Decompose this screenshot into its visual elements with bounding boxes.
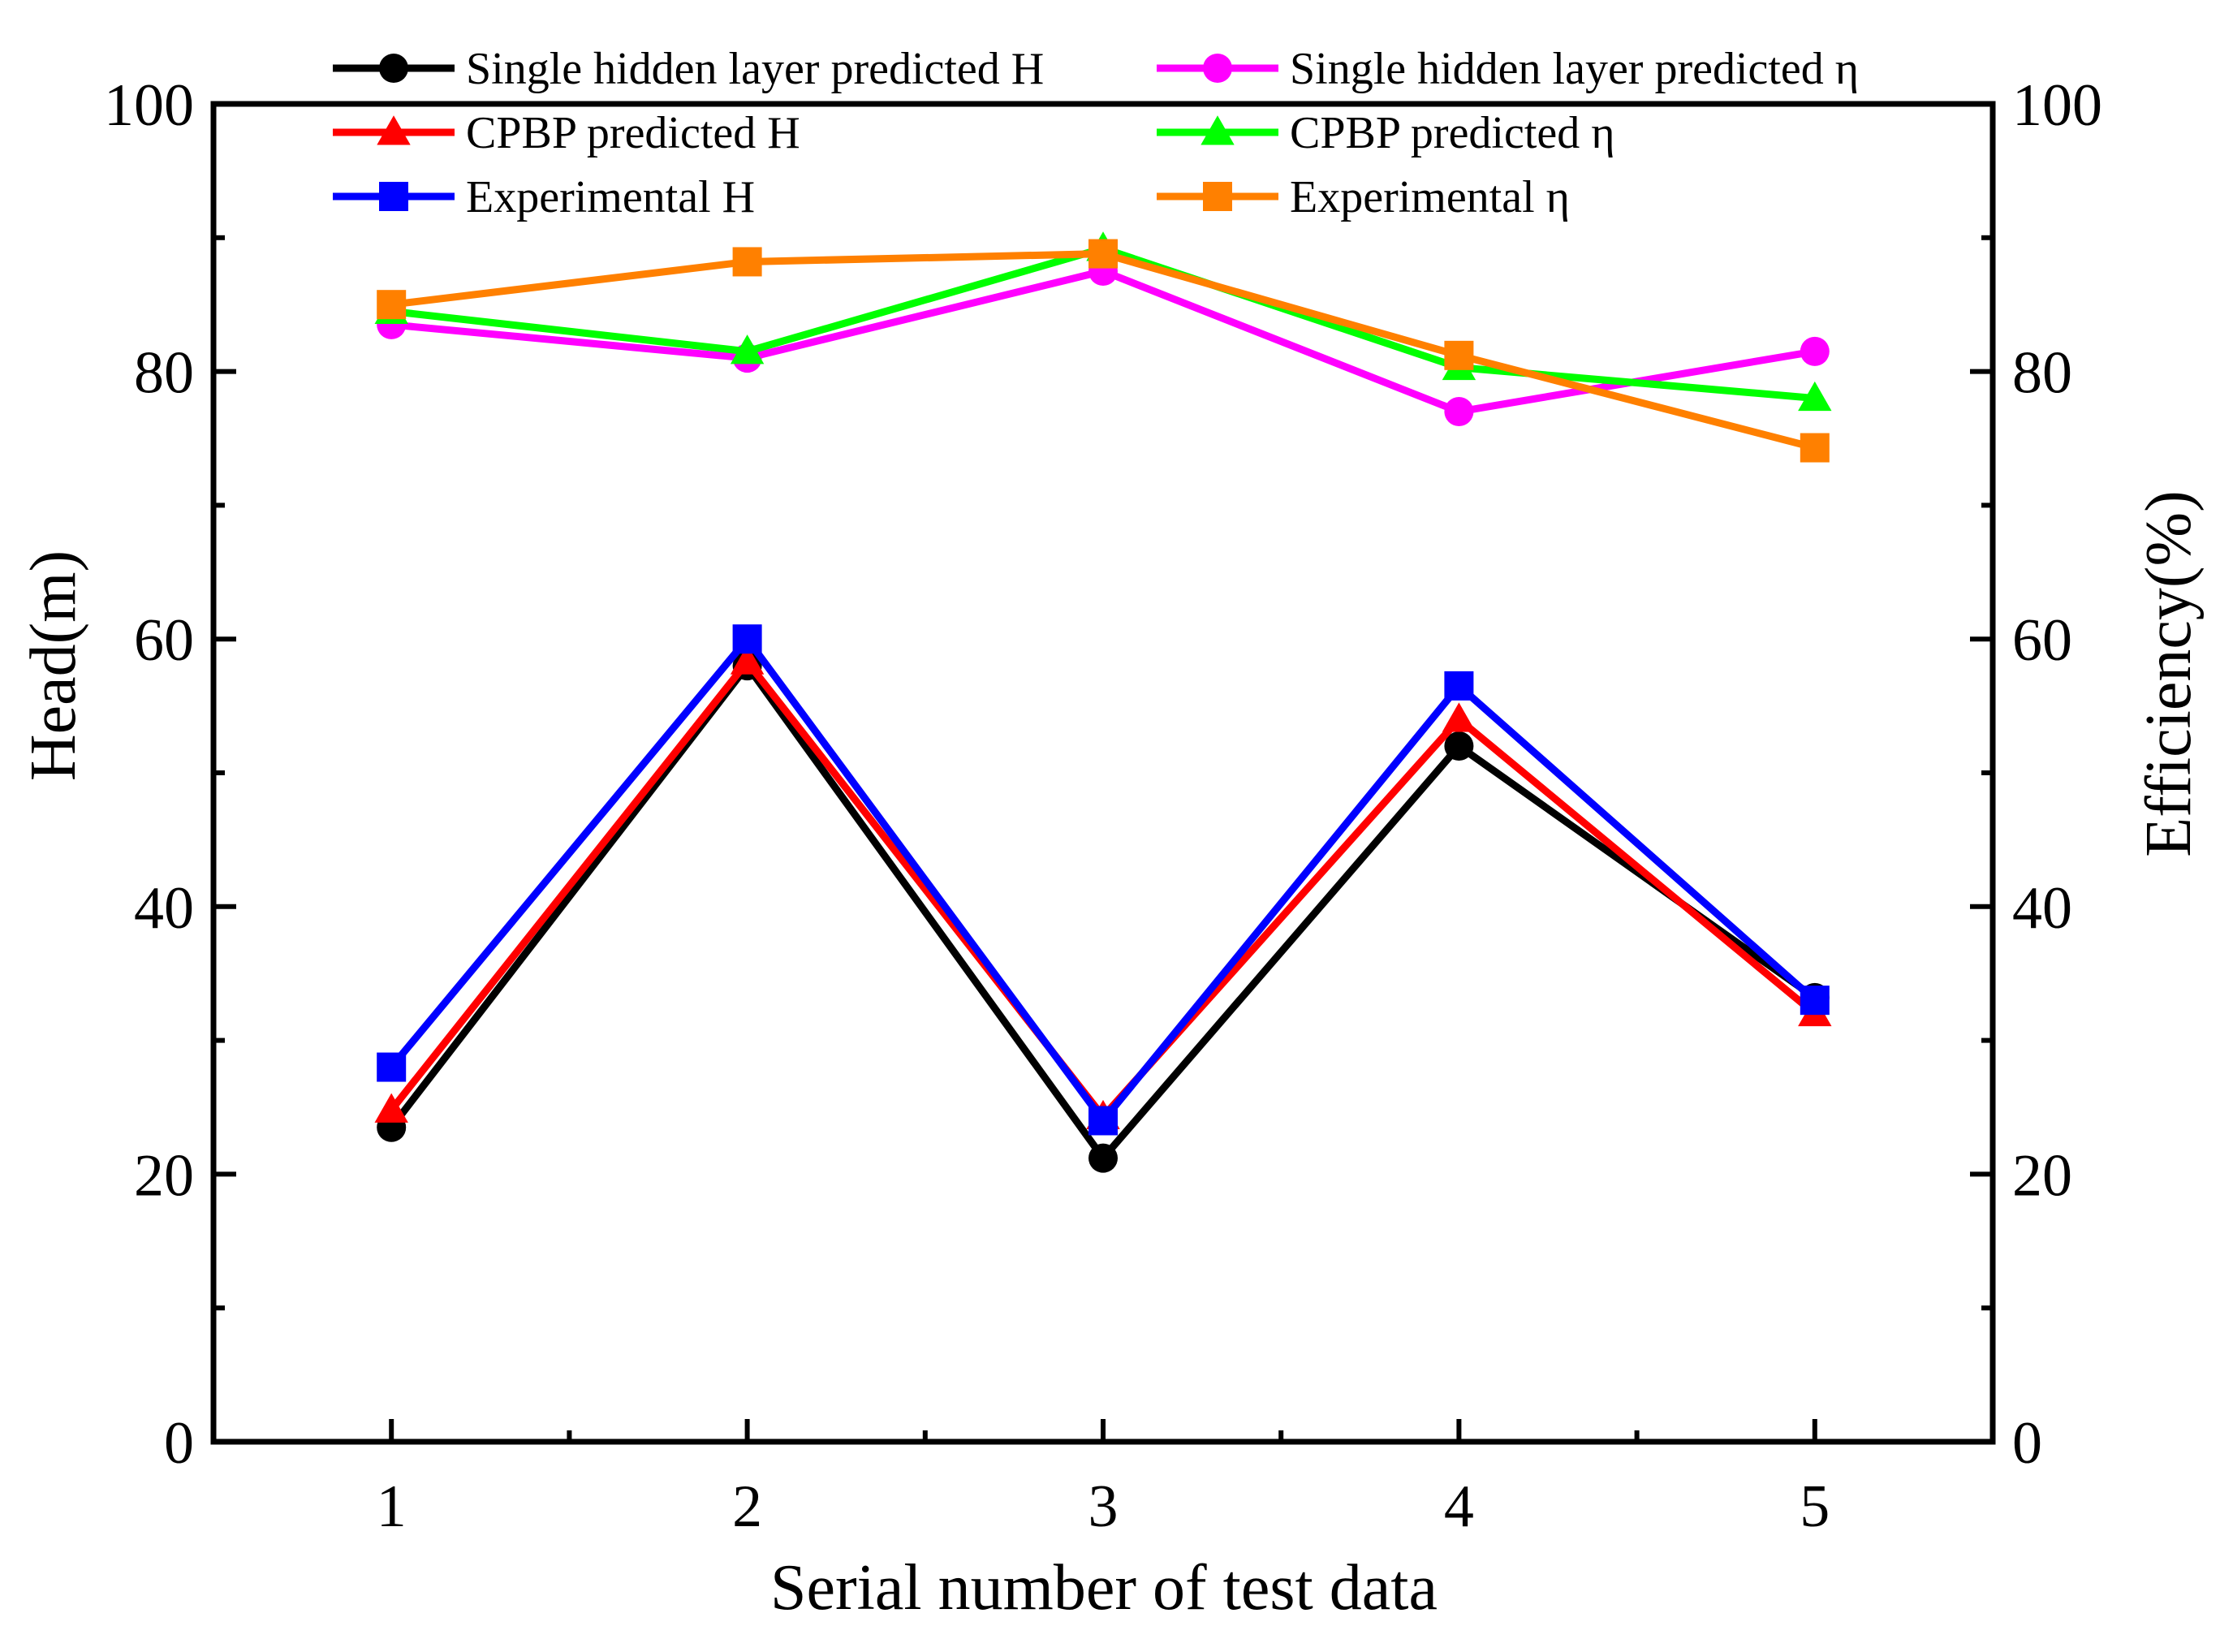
data-point-square bbox=[1800, 986, 1830, 1016]
data-point-square bbox=[1088, 239, 1118, 269]
x-tick-label: 2 bbox=[732, 1473, 762, 1540]
y-tick-label: 100 bbox=[104, 72, 194, 139]
legend-marker-circle bbox=[1203, 54, 1232, 83]
legend-marker-square bbox=[1203, 182, 1232, 211]
y-tick-label: 40 bbox=[134, 875, 194, 942]
data-point-circle bbox=[1444, 397, 1474, 427]
data-point-triangle bbox=[730, 334, 765, 364]
y-tick-label: 20 bbox=[134, 1142, 194, 1209]
y2-tick-label: 60 bbox=[2012, 607, 2072, 674]
y2-tick-label: 20 bbox=[2012, 1142, 2072, 1209]
data-point-square bbox=[377, 290, 407, 320]
data-point-square bbox=[1444, 340, 1474, 370]
data-point-triangle bbox=[374, 1093, 408, 1123]
y2-tick-label: 40 bbox=[2012, 875, 2072, 942]
y2-tick-label: 80 bbox=[2012, 340, 2072, 407]
legend-label: Experimental η bbox=[1290, 172, 1570, 222]
y-tick-label: 80 bbox=[134, 340, 194, 407]
data-point-square bbox=[1800, 433, 1830, 463]
data-point-triangle bbox=[1798, 381, 1832, 412]
legend-marker-triangle bbox=[377, 115, 411, 145]
y2-axis-title: Efficiency(%) bbox=[2133, 490, 2205, 857]
x-axis-title: Serial number of test data bbox=[770, 1552, 1438, 1624]
y-tick-label: 60 bbox=[134, 607, 194, 674]
data-point-square bbox=[1088, 1106, 1118, 1136]
data-point-triangle bbox=[730, 645, 765, 675]
y2-tick-label: 100 bbox=[2012, 72, 2102, 139]
legend-label: CPBP predicted η bbox=[1290, 108, 1615, 158]
legend-marker-square bbox=[379, 182, 408, 211]
legend-label: Single hidden layer predicted H bbox=[466, 44, 1044, 94]
data-point-square bbox=[732, 624, 762, 654]
legend-label: Experimental H bbox=[466, 172, 755, 222]
x-tick-label: 5 bbox=[1800, 1473, 1830, 1540]
ticks-layer: 1 2 3 4 5 0 20 40 60 80 100 0 20 40 60 80 100 bbox=[104, 72, 2102, 1540]
data-point-square bbox=[377, 1052, 407, 1082]
data-point-square bbox=[732, 247, 762, 277]
data-point-circle bbox=[1444, 731, 1474, 761]
legend-label: CPBP predicted H bbox=[466, 108, 800, 158]
data-point-square bbox=[1444, 671, 1474, 701]
legend-label: Single hidden layer predicted η bbox=[1290, 44, 1859, 94]
y2-tick-label: 0 bbox=[2012, 1410, 2042, 1477]
x-tick-label: 4 bbox=[1444, 1473, 1474, 1540]
x-tick-label: 1 bbox=[377, 1473, 407, 1540]
data-point-circle bbox=[1800, 336, 1830, 366]
series-layer bbox=[374, 231, 1832, 1173]
y-axis-title: Head(m) bbox=[18, 550, 89, 781]
legend: Single hidden layer predicted H CPBP pred… bbox=[333, 44, 1859, 222]
legend-marker-triangle bbox=[1201, 115, 1235, 145]
data-point-circle bbox=[1088, 1143, 1118, 1173]
legend-marker-circle bbox=[379, 54, 408, 83]
x-tick-label: 3 bbox=[1088, 1473, 1119, 1540]
y-tick-label: 0 bbox=[164, 1410, 194, 1477]
data-point-triangle bbox=[1442, 702, 1476, 732]
